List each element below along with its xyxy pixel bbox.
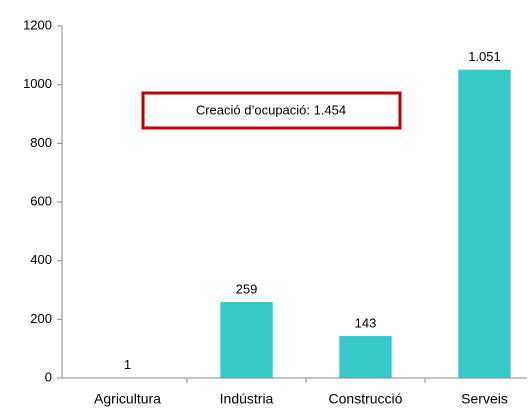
value-label: 1 [124,357,131,372]
x-tick-label: Construcció [329,391,403,407]
y-tick-label: 400 [30,252,52,267]
bar [458,69,511,378]
value-label: 259 [236,281,258,296]
y-tick-label: 200 [30,311,52,326]
y-tick-label: 1000 [23,76,52,91]
y-tick-label: 0 [45,369,52,384]
y-tick-label: 1200 [23,17,52,32]
x-tick-label: Agricultura [94,391,161,407]
annotation: Creació d’ocupació: 1.454 [196,102,346,117]
bar [220,302,273,378]
y-tick-label: 600 [30,193,52,208]
x-tick-label: Serveis [461,391,508,407]
bar [339,336,392,378]
y-tick-label: 800 [30,135,52,150]
value-label: 143 [355,315,377,330]
annotation-box [141,91,402,130]
x-tick-label: Indústria [220,391,274,407]
value-label: 1.051 [468,49,501,64]
